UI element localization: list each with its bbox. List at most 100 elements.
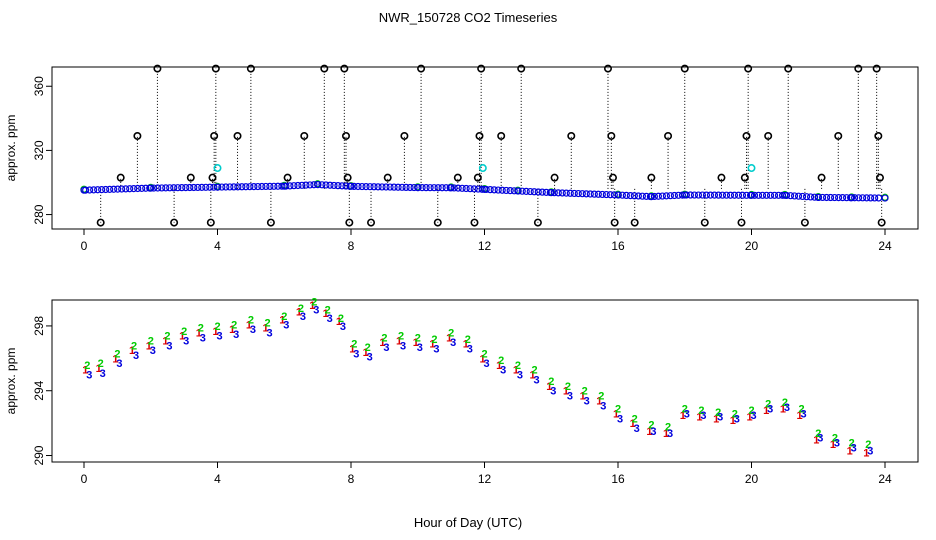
series-point [402,183,410,191]
series-point: 3 [584,395,590,407]
series-point: 2 [615,404,621,416]
outlier-point [343,173,352,182]
outlier-point [341,131,350,140]
series-point [102,185,110,194]
series-point: 1 [813,434,819,446]
y-tick-label: 294 [32,380,46,400]
x-tick-label: 24 [878,239,892,253]
series-point [358,182,366,191]
series-point [90,186,98,194]
y-axis-label: approx. ppm [4,115,18,182]
outlier-point [470,218,479,227]
series-point [462,184,470,193]
series-point: 1 [229,324,235,336]
series-point [406,183,414,192]
series-point: 1 [146,340,152,352]
series-point [286,182,294,190]
series-point [550,189,558,197]
series-point: 2 [698,405,704,417]
series-point [839,194,847,202]
series-point [510,187,518,195]
series-point: 2 [849,438,855,450]
series-point: 1 [479,353,485,365]
series-point [766,191,775,199]
x-tick-label: 8 [348,472,355,486]
series-point: 2 [148,336,154,348]
series-point [706,191,715,199]
series-point [306,181,314,189]
series-point: 1 [212,326,218,338]
series-point [590,190,598,198]
series-point: 3 [650,426,656,438]
series-point: 1 [446,332,452,344]
outlier-point [246,64,255,73]
outlier-point [603,64,612,73]
series-point [859,194,867,202]
series-point: 2 [248,314,254,326]
series-point: 2 [281,311,287,323]
series-point [686,191,695,199]
series-point: 2 [231,319,237,331]
series-point: 2 [565,381,571,393]
outlier-point [784,64,793,73]
series-point [194,183,202,192]
series-point [238,183,246,191]
x-tick-label: 8 [348,239,355,253]
series-point [774,191,783,199]
series-point [570,189,578,198]
series-point: 3 [534,374,540,386]
series-point [110,185,118,193]
series-point [802,193,811,201]
series-point: 1 [429,339,435,351]
series-point: 1 [323,308,329,320]
series-point: 3 [383,342,389,354]
series-point: 1 [349,344,355,356]
series-point [534,188,542,196]
series-point [518,187,526,195]
series-point [831,193,839,202]
series-point: 2 [582,386,588,398]
series-point: 3 [340,321,346,333]
series-point: 3 [517,370,523,382]
series-point: 2 [665,421,671,433]
series-point [334,182,342,190]
series-point: 3 [767,404,773,416]
series-point: 3 [100,368,106,380]
figure-title: NWR_150728 CO2 Timeseries [379,10,558,25]
series-point [566,189,574,197]
series-point [186,183,194,192]
series-point [354,182,362,191]
series-point: 1 [336,316,342,328]
series-point [742,191,751,199]
series-point [474,185,482,193]
series-point [822,193,831,202]
series-point: 2 [782,397,788,409]
series-point [470,185,478,193]
x-tick-label: 20 [745,472,759,486]
series-point [794,192,803,200]
series-point [578,190,586,198]
series-point: 2 [298,303,304,315]
series-point: 2 [351,339,357,351]
outlier-point [475,131,484,140]
series-point: 3 [353,348,359,360]
series-point [222,183,230,191]
series-point [514,187,522,195]
series-point: 2 [598,391,604,403]
series-point [871,194,879,202]
series-point: 2 [532,365,538,377]
series-point [434,184,442,192]
series-point: 2 [431,334,437,346]
series-point: 3 [200,332,206,344]
series-point [350,182,358,190]
series-point: 2 [748,405,754,417]
outlier-point [345,218,354,227]
series-point [106,185,114,193]
series-point: 3 [116,358,122,370]
series-point [146,184,154,192]
series-point [126,185,134,193]
series-point: 2 [338,313,344,325]
series-point [710,191,719,199]
y-tick-label: 290 [32,445,46,465]
